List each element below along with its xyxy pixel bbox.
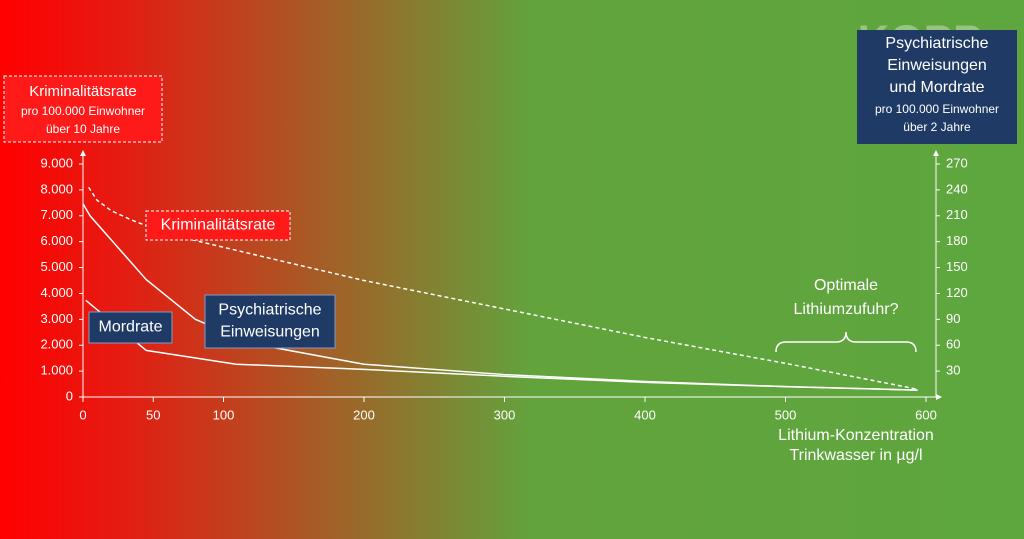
y-arrow: [80, 150, 86, 156]
legend-label: Psychiatrische Einweisungen: [218, 302, 321, 341]
y2-tick-label: 90: [946, 311, 960, 326]
y2-tick-label: 30: [946, 363, 960, 378]
legend-label: Mordrate: [98, 319, 162, 336]
y-tick-label: 2.000: [40, 337, 73, 352]
y-tick-label: 9.000: [40, 155, 73, 170]
legend-box: [204, 294, 336, 349]
y-tick-label: 8.000: [40, 181, 73, 196]
brace: [775, 331, 917, 353]
legend-box: [88, 311, 173, 344]
y-tick-label: 3.000: [40, 311, 73, 326]
legend-box: [145, 210, 291, 241]
series-line: [87, 186, 918, 390]
y2-title: und Mordrate: [889, 79, 984, 96]
y2-title: über 2 Jahre: [903, 120, 971, 134]
x-tick-label: 400: [634, 407, 656, 422]
x-tick-label: 600: [915, 407, 937, 422]
y2-tick-label: 180: [946, 233, 968, 248]
y-tick-label: 0: [66, 388, 73, 403]
x-tick-label: 200: [353, 407, 375, 422]
y2-title-box: [857, 30, 1017, 144]
y2-title: pro 100.000 Einwohner: [875, 102, 999, 116]
x-arrow: [936, 394, 942, 400]
y2-tick-label: 60: [946, 337, 960, 352]
x-title: Lithium-Konzentration: [778, 427, 934, 444]
x-title: Trinkwasser in µg/l: [789, 447, 922, 464]
y-tick-label: 1.000: [40, 363, 73, 378]
y-title-box: [3, 75, 163, 143]
y2-tick-label: 120: [946, 285, 968, 300]
y-title: pro 100.000 Einwohner: [21, 104, 145, 118]
x-tick-label: 0: [79, 407, 86, 422]
y-tick-label: 5.000: [40, 259, 73, 274]
legend-label: Kriminalitätsrate: [161, 217, 276, 234]
x-tick-label: 100: [213, 407, 235, 422]
y2-tick-label: 210: [946, 207, 968, 222]
x-tick-label: 300: [494, 407, 516, 422]
y2-tick-label: 270: [946, 155, 968, 170]
y2-tick-label: 240: [946, 181, 968, 196]
y-tick-label: 4.000: [40, 285, 73, 300]
series-line: [85, 299, 918, 391]
y-tick-label: 6.000: [40, 233, 73, 248]
y-title: über 10 Jahre: [46, 122, 120, 136]
x-tick-label: 500: [775, 407, 797, 422]
y-tick-label: 7.000: [40, 207, 73, 222]
annotation: Optimale: [814, 277, 878, 294]
y2-title: Psychiatrische: [885, 35, 988, 52]
y2-title: Einweisungen: [887, 57, 987, 74]
y2-arrow: [933, 150, 939, 156]
annotation: Lithiumzufuhr?: [794, 301, 899, 318]
y-title: Kriminalitätsrate: [29, 83, 137, 100]
y2-tick-label: 150: [946, 259, 968, 274]
x-tick-label: 50: [146, 407, 160, 422]
